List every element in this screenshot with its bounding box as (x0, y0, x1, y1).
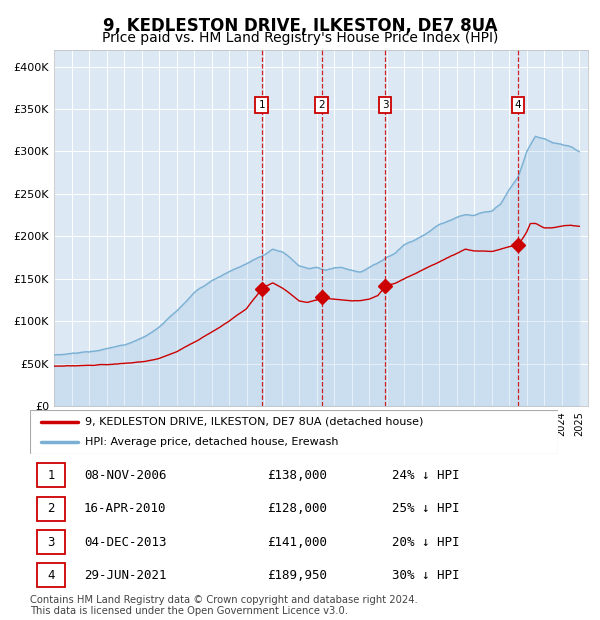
Text: 29-JUN-2021: 29-JUN-2021 (84, 569, 167, 582)
Text: 9, KEDLESTON DRIVE, ILKESTON, DE7 8UA: 9, KEDLESTON DRIVE, ILKESTON, DE7 8UA (103, 17, 497, 35)
Text: 9, KEDLESTON DRIVE, ILKESTON, DE7 8UA (detached house): 9, KEDLESTON DRIVE, ILKESTON, DE7 8UA (d… (85, 417, 424, 427)
Text: 30% ↓ HPI: 30% ↓ HPI (392, 569, 460, 582)
Text: 24% ↓ HPI: 24% ↓ HPI (392, 469, 460, 482)
Text: 3: 3 (47, 536, 55, 549)
Text: 3: 3 (382, 100, 389, 110)
Text: 2: 2 (319, 100, 325, 110)
Text: £189,950: £189,950 (268, 569, 328, 582)
FancyBboxPatch shape (37, 464, 65, 487)
Text: Contains HM Land Registry data © Crown copyright and database right 2024.: Contains HM Land Registry data © Crown c… (30, 595, 418, 605)
Text: £141,000: £141,000 (268, 536, 328, 549)
Text: HPI: Average price, detached house, Erewash: HPI: Average price, detached house, Erew… (85, 437, 339, 448)
Text: Price paid vs. HM Land Registry's House Price Index (HPI): Price paid vs. HM Land Registry's House … (102, 31, 498, 45)
Text: 1: 1 (47, 469, 55, 482)
FancyBboxPatch shape (37, 564, 65, 587)
Text: 4: 4 (514, 100, 521, 110)
FancyBboxPatch shape (37, 497, 65, 521)
FancyBboxPatch shape (37, 530, 65, 554)
Text: 16-APR-2010: 16-APR-2010 (84, 502, 167, 515)
Text: This data is licensed under the Open Government Licence v3.0.: This data is licensed under the Open Gov… (30, 606, 348, 616)
Text: £128,000: £128,000 (268, 502, 328, 515)
Text: £138,000: £138,000 (268, 469, 328, 482)
Text: 08-NOV-2006: 08-NOV-2006 (84, 469, 167, 482)
Text: 04-DEC-2013: 04-DEC-2013 (84, 536, 167, 549)
Text: 2: 2 (47, 502, 55, 515)
Text: 25% ↓ HPI: 25% ↓ HPI (392, 502, 460, 515)
Text: 1: 1 (259, 100, 265, 110)
Text: 20% ↓ HPI: 20% ↓ HPI (392, 536, 460, 549)
Text: 4: 4 (47, 569, 55, 582)
